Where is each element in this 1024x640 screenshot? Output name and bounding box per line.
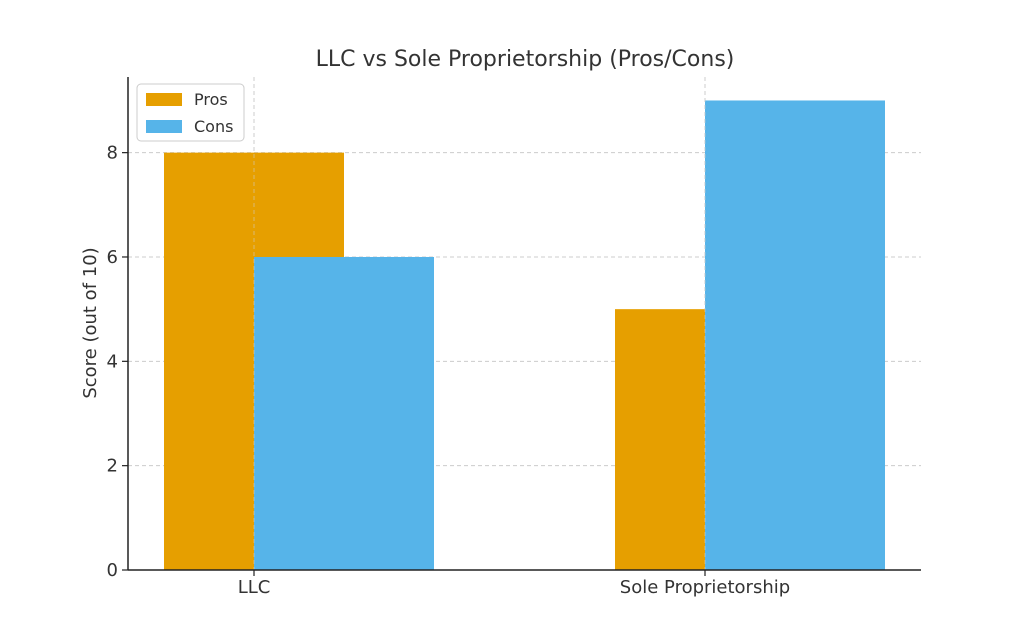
x-tick-label: LLC — [238, 577, 271, 598]
tick-labels: 0 2 4 6 8 LLC Sole Proprietorship — [107, 143, 791, 598]
y-axis-label: Score (out of 10) — [80, 247, 101, 398]
legend-label-pros: Pros — [194, 90, 228, 109]
bars — [164, 100, 885, 570]
legend-swatch-cons — [146, 120, 182, 133]
bar-cons-2 — [705, 100, 885, 570]
legend-swatch-pros — [146, 93, 182, 106]
legend: Pros Cons — [136, 83, 245, 142]
chart-title: LLC vs Sole Proprietorship (Pros/Cons) — [316, 47, 735, 72]
x-tick-label: Sole Proprietorship — [620, 577, 790, 598]
bar-cons-1 — [254, 256, 434, 570]
y-tick-label: 0 — [107, 560, 118, 581]
y-tick-label: 8 — [107, 143, 118, 164]
y-tick-label: 6 — [107, 247, 118, 268]
legend-label-cons: Cons — [194, 117, 233, 136]
y-tick-label: 4 — [107, 351, 118, 372]
axes — [122, 77, 921, 576]
y-tick-label: 2 — [107, 456, 118, 477]
